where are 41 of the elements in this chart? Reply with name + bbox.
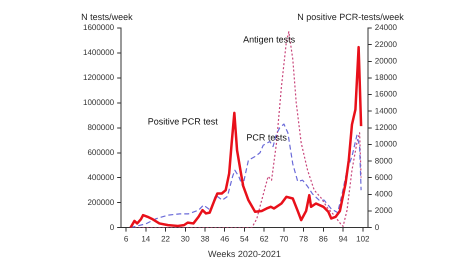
x-axis-title: Weeks 2020-2021 — [208, 249, 281, 260]
y2-tick-label: 22000 — [374, 40, 398, 49]
series-label: Antigen tests — [243, 34, 296, 44]
y-axis-title: N tests/week — [81, 12, 134, 22]
y2-tick-label: 4000 — [374, 190, 394, 199]
y-tick-label: 1200000 — [82, 73, 115, 82]
y-tick-label: 200000 — [87, 198, 115, 207]
y2-axis-title: N positive PCR-tests/week — [297, 12, 404, 22]
y2-tick-label: 10000 — [374, 140, 398, 149]
y2-tick-label: 2000 — [374, 206, 394, 216]
x-tick-label: 22 — [161, 234, 171, 244]
y-tick-label: 1400000 — [82, 48, 115, 58]
y2-tick-label: 20000 — [374, 56, 398, 66]
x-tick-label: 38 — [200, 234, 210, 244]
y2-tick-label: 8000 — [374, 156, 394, 166]
y2-tick-label: 18000 — [374, 73, 398, 82]
y2-tick-label: 0 — [374, 222, 380, 232]
line-series — [130, 123, 362, 228]
x-tick-label: 78 — [299, 234, 309, 244]
y2-tick-label: 24000 — [374, 23, 398, 32]
x-tick-label: 86 — [318, 234, 328, 244]
x-tick-label: 70 — [279, 234, 289, 244]
x-tick-label: 62 — [260, 234, 270, 244]
x-tick-label: 102 — [356, 234, 370, 244]
y-tick-label: 0 — [110, 222, 115, 232]
y2-tick-label: 14000 — [374, 106, 398, 116]
y-tick-label: 400000 — [87, 172, 115, 182]
y2-tick-label: 6000 — [374, 172, 394, 182]
y-tick-label: 600000 — [87, 148, 115, 157]
x-tick-label: 94 — [338, 234, 348, 244]
x-tick-label: 14 — [141, 234, 151, 244]
y-tick-label: 1600000 — [82, 23, 115, 32]
series-label: Positive PCR test — [148, 116, 218, 126]
y-tick-label: 800000 — [87, 123, 115, 132]
y2-tick-label: 12000 — [374, 123, 398, 132]
y2-tick-label: 16000 — [374, 90, 398, 99]
x-tick-label: 46 — [220, 234, 230, 244]
x-tick-label: 6 — [124, 234, 129, 244]
y-tick-label: 1000000 — [82, 98, 115, 108]
x-tick-label: 54 — [240, 234, 250, 244]
x-tick-label: 30 — [180, 234, 190, 244]
